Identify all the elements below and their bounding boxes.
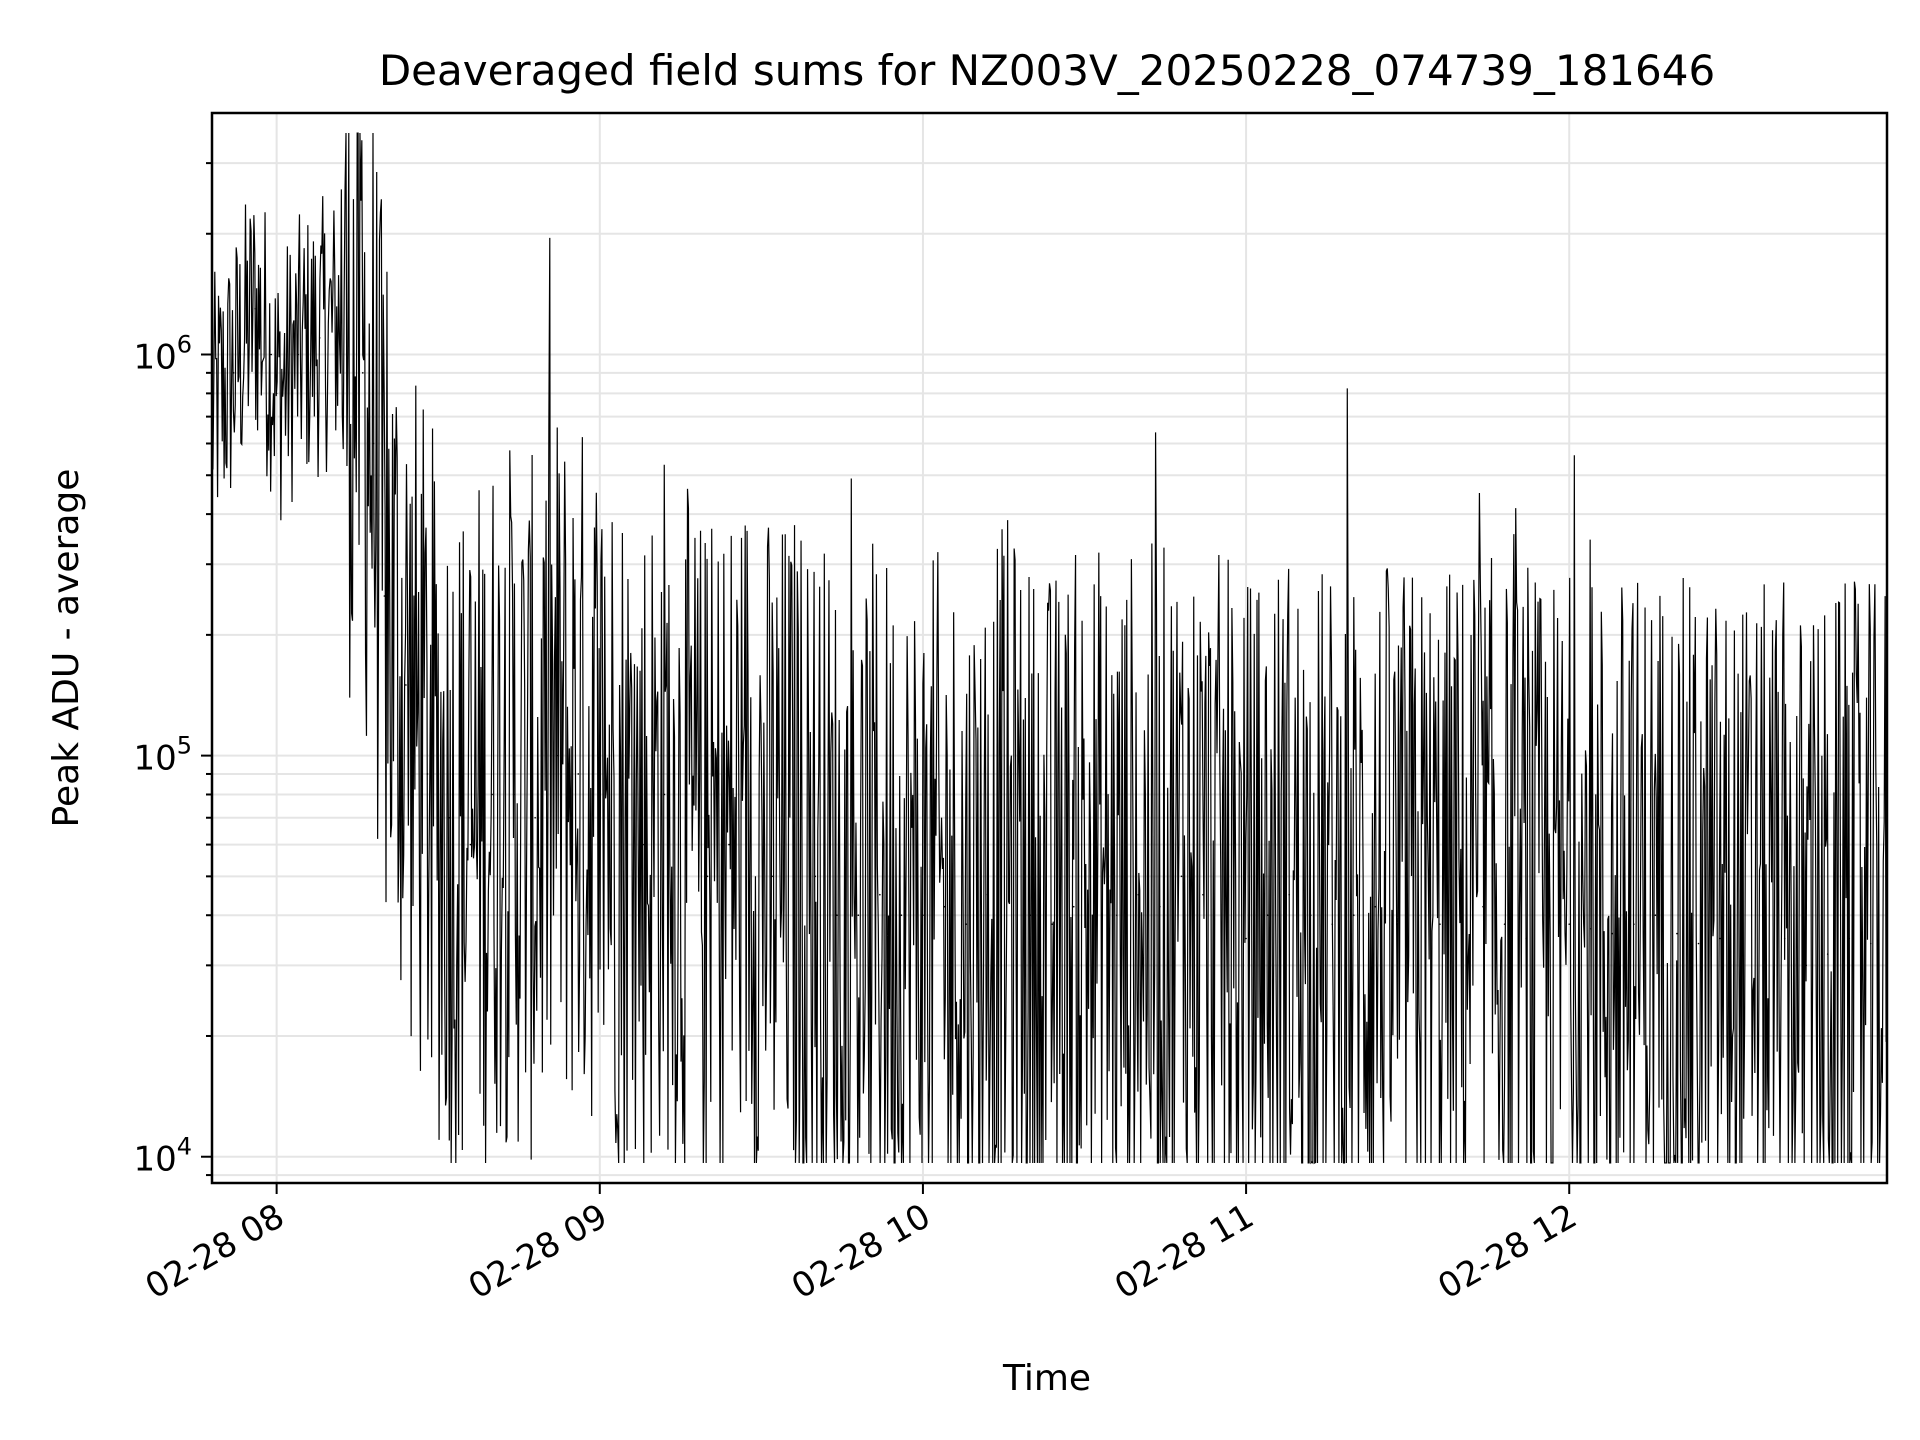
plot-frame (210, 111, 1889, 1185)
data-point (1417, 914, 1420, 917)
data-point (1589, 928, 1592, 930)
data-point (879, 893, 881, 896)
data-point (448, 816, 450, 819)
data-point (1331, 923, 1334, 925)
data-point (1870, 942, 1872, 945)
data-point (405, 684, 407, 686)
x-axis-label: Time (1002, 1358, 1091, 1399)
data-point (270, 353, 273, 356)
data-point (1072, 905, 1075, 908)
data-point (232, 372, 235, 374)
data-point (1826, 953, 1829, 955)
data-point (1353, 914, 1355, 917)
data-point (1719, 937, 1721, 940)
data-point (1396, 923, 1398, 925)
data-point (1805, 964, 1808, 967)
data-point (792, 858, 795, 861)
y-tick-label: 106 (133, 330, 192, 377)
data-point (297, 353, 299, 356)
y-axis-label: Peak ADU - average (46, 469, 87, 828)
data-point (1266, 914, 1269, 917)
data-point (814, 875, 817, 878)
data-point (275, 392, 278, 395)
data-point (728, 843, 730, 846)
data-point (577, 773, 580, 775)
data-point (1288, 893, 1290, 896)
data-point (1568, 923, 1571, 925)
x-tick-label: 02-28 11 (1108, 1196, 1260, 1307)
data-point (1676, 932, 1678, 935)
data-point (1654, 914, 1657, 917)
data-point (1762, 942, 1764, 945)
data-point (1008, 875, 1010, 878)
data-point (620, 816, 623, 819)
data-point (1546, 932, 1549, 935)
data-point (426, 773, 429, 775)
data-point (749, 816, 752, 819)
data-point (318, 337, 321, 339)
data-point (663, 793, 666, 796)
data-point (835, 914, 838, 917)
data-point (642, 843, 644, 846)
data-point (254, 307, 256, 310)
data-point (1611, 932, 1614, 935)
data-point (1309, 914, 1312, 917)
data-point (1740, 947, 1743, 950)
data-point (534, 816, 536, 819)
data-point (1202, 893, 1204, 896)
data-point (1051, 923, 1053, 925)
data-point (706, 875, 709, 878)
x-tick-label: 02-28 09 (462, 1196, 614, 1307)
chart-title: Deaveraged field sums for NZ003V_2025022… (379, 46, 1715, 95)
y-tick-label: 104 (133, 1133, 192, 1180)
data-point (1374, 905, 1377, 908)
data-point (1094, 893, 1097, 896)
data-point (372, 442, 375, 445)
x-tick-label: 02-28 12 (1431, 1196, 1583, 1307)
data-point (685, 843, 687, 846)
data-point (1697, 942, 1700, 945)
data-point (1783, 937, 1786, 940)
data-point (383, 595, 386, 597)
data-point (1525, 937, 1527, 940)
data-point (362, 372, 364, 374)
tick-layer: 104 105 106 02-28 08 02-28 09 02-28 10 02-28 1… (133, 162, 1584, 1307)
data-point (1482, 905, 1484, 908)
data-point (900, 914, 903, 917)
data-point (340, 321, 343, 324)
x-tick-label: 02-28 10 (785, 1196, 937, 1307)
data-point (1848, 937, 1851, 940)
data-point (469, 843, 472, 846)
data-point (1223, 914, 1226, 917)
data-point (1245, 937, 1247, 940)
data-point (1460, 914, 1463, 917)
data-point (771, 875, 773, 878)
data-point (1439, 923, 1441, 925)
data-point (1159, 905, 1161, 908)
data-point (943, 905, 946, 908)
data-point (857, 914, 860, 917)
data-point (1503, 923, 1506, 925)
data-point (598, 773, 601, 775)
series-layer (211, 132, 1888, 1165)
data-point (965, 923, 967, 925)
data-point (922, 914, 924, 917)
data-point (1116, 914, 1118, 917)
y-tick-label: 105 (133, 732, 192, 779)
data-point (1180, 875, 1183, 878)
series-line (211, 132, 1888, 1165)
data-point (491, 793, 493, 796)
x-tick-label: 02-28 08 (139, 1196, 291, 1307)
data-point (1029, 914, 1032, 917)
data-point (1633, 923, 1635, 925)
data-point (1137, 893, 1140, 896)
data-point (986, 893, 989, 896)
data-point (555, 754, 558, 757)
data-point (512, 793, 515, 796)
